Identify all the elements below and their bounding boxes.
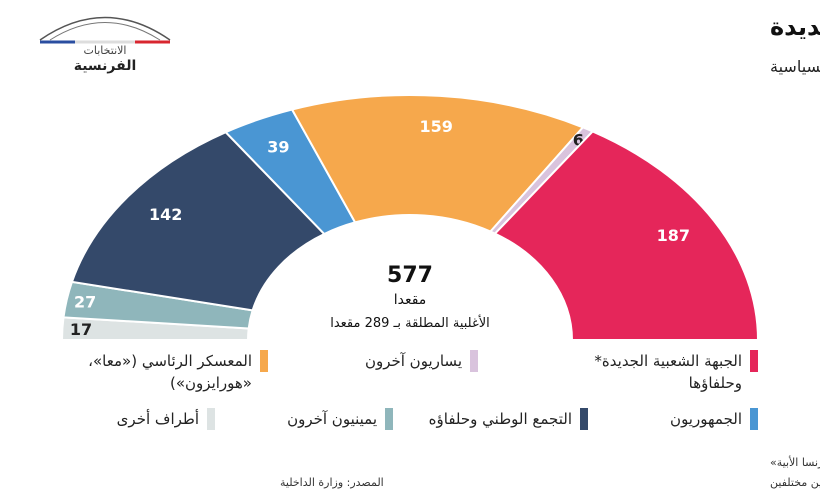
legend-item: أطراف أخرى — [79, 408, 215, 430]
logo: الانتخابات الفرنسية — [39, 16, 171, 74]
value-label: 6 — [573, 131, 584, 150]
chart-subtitle: المقاعد المتوقعة حسب المجموعات السياسية — [770, 57, 820, 77]
value-label: 17 — [70, 320, 92, 339]
legend-swatch — [207, 408, 215, 430]
legend-swatch — [260, 350, 268, 372]
seat-segment — [493, 130, 760, 341]
legend-label: التجمع الوطني وحلفاؤه — [428, 410, 572, 428]
logo-arch — [39, 16, 171, 41]
legend-swatch — [470, 350, 478, 372]
seat-segment — [290, 94, 585, 233]
value-label: 39 — [267, 138, 289, 157]
majority-label: الأغلبية المطلقة بـ 289 مقعدا — [330, 314, 490, 331]
legend-item: يمينيون آخرون — [187, 408, 393, 430]
legend-label: الجمهوريون — [670, 410, 742, 428]
chart-title: الجمعية الوطنية الجديدة — [770, 13, 820, 41]
seat-arc: 17 27 142 39 159 6 187 — [60, 94, 760, 341]
legend-item: التجمع الوطني وحلفاؤه — [382, 408, 588, 430]
legend-swatch — [750, 408, 758, 430]
legend-item: يساريون آخرون — [272, 350, 478, 372]
legend-item: الجبهة الشعبية الجديدة* وحلفاؤها — [552, 350, 758, 394]
value-label: 27 — [74, 292, 96, 311]
legend-label: يساريون آخرون — [364, 352, 462, 370]
seat-segment — [70, 130, 326, 312]
footnote: والحزب الاشتراكي وأنصار البيئة بالإضافة … — [770, 475, 820, 489]
logo-text: الفرنسية — [74, 58, 137, 74]
legend-label: يمينيون آخرون — [287, 410, 377, 428]
logo-text: الانتخابات — [84, 44, 127, 57]
total-label: مقعدا — [394, 292, 427, 308]
legend-item: الجمهوريون — [552, 408, 758, 430]
source: المصدر: وزارة الداخلية — [280, 476, 384, 489]
value-label: 142 — [149, 205, 182, 224]
legend-swatch — [750, 350, 758, 372]
logo-arch — [49, 22, 161, 41]
legend-swatch — [385, 408, 393, 430]
legend-swatch — [580, 408, 588, 430]
total-seats: 577 — [387, 263, 433, 288]
value-label: 187 — [657, 226, 690, 245]
legend-label: أطراف أخرى — [116, 410, 199, 428]
legend-label: الجبهة الشعبية الجديدة* وحلفاؤها — [594, 352, 742, 392]
footnote: *تضم الحزب الشيوعي الفرنسي وحزب «فرنسا ا… — [770, 455, 820, 469]
value-label: 159 — [420, 117, 453, 136]
legend-item: المعسكر الرئاسي («معا»، «هورايزون») — [62, 350, 268, 394]
legend-label: المعسكر الرئاسي («معا»، «هورايزون») — [88, 352, 252, 392]
